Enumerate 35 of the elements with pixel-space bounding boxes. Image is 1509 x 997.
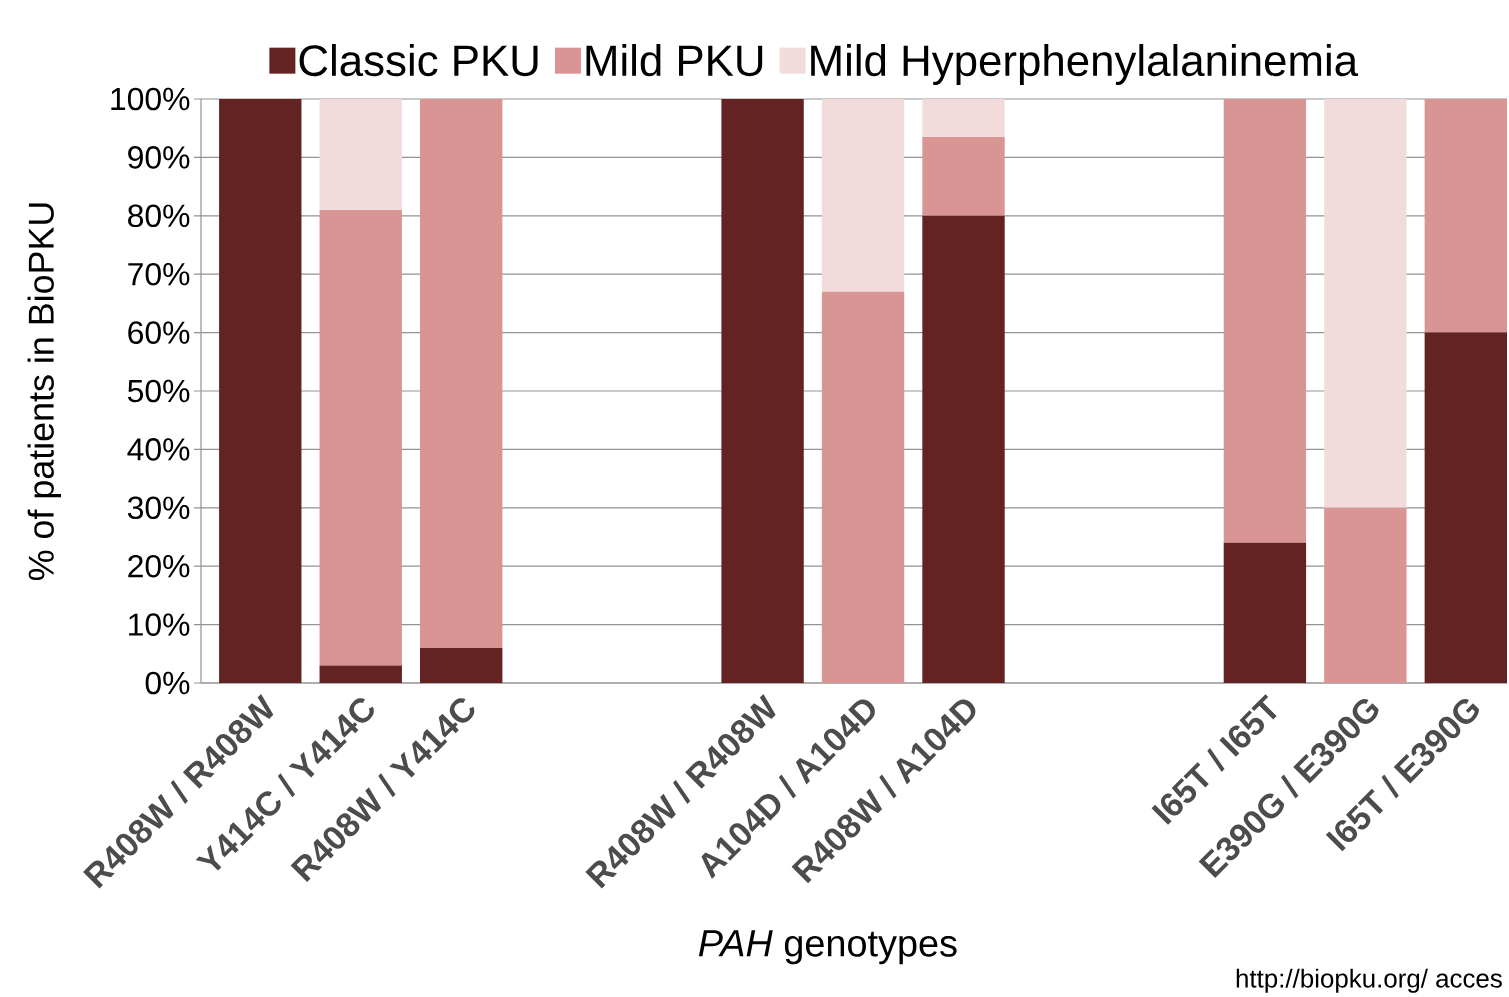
bar [1324, 507, 1407, 683]
bar [319, 98, 402, 210]
bar [922, 98, 1005, 137]
y-tick-label: 70% [128, 262, 190, 286]
y-tick-label: 100% [111, 87, 190, 111]
legend-label: Mild Hyperphenylalaninemia [811, 44, 1359, 85]
bar [821, 98, 905, 292]
y-tick-label: 50% [127, 379, 190, 403]
y-tick-label: 10% [129, 613, 190, 636]
y-tick-label: 80% [128, 204, 190, 228]
bar [1424, 332, 1508, 683]
y-tick-label: 40% [127, 438, 190, 461]
bar [319, 209, 402, 666]
legend-label: Mild PKU [586, 44, 763, 77]
bar [420, 647, 503, 683]
bar [821, 291, 905, 683]
x-axis-title: PAH genotypes [698, 930, 957, 965]
bar [319, 665, 402, 683]
bar [1223, 98, 1307, 543]
y-tick-label: 20% [128, 554, 190, 578]
bar [1324, 98, 1407, 508]
bar [219, 98, 302, 683]
y-tick-label: 30% [127, 496, 190, 520]
legend-label: Classic PKU [299, 44, 538, 77]
y-tick-label: 0% [145, 671, 190, 695]
bar [721, 98, 804, 683]
bar [922, 215, 1005, 683]
bar [420, 98, 503, 648]
bar [1424, 98, 1508, 333]
y-axis-title: % of patients in BioPKU [27, 203, 61, 581]
bar [1223, 542, 1307, 683]
y-tick-label: 90% [128, 146, 190, 169]
bar [922, 136, 1005, 216]
text: http://biopku.org/ acces [1236, 968, 1502, 993]
y-tick-label: 60% [128, 321, 190, 344]
